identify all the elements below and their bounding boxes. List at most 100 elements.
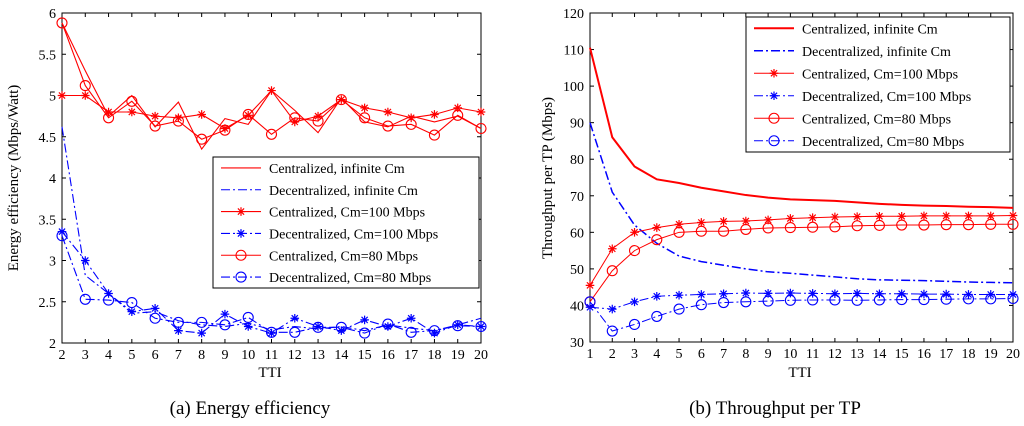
energy-efficiency-legend-label: Centralized, Cm=80 Mbps — [269, 249, 418, 264]
energy-efficiency-y-axis-label: Energy efficiency (Mbps/Watt) — [6, 85, 22, 272]
throughput-x-tick-label: 20 — [1006, 347, 1020, 362]
energy-efficiency-data-point — [359, 327, 371, 339]
throughput-data-point — [628, 245, 641, 257]
throughput-data-point — [697, 218, 706, 227]
energy-efficiency-data-point — [359, 112, 371, 124]
energy-efficiency-data-point — [126, 297, 138, 309]
throughput-y-tick-label: 70 — [570, 190, 584, 205]
energy-efficiency-data-point — [172, 316, 184, 328]
throughput-data-point — [673, 303, 685, 315]
throughput-data-point — [652, 223, 662, 232]
throughput-data-point — [697, 290, 706, 299]
throughput-data-point — [962, 219, 975, 231]
energy-efficiency-legend-box — [212, 156, 480, 289]
throughput-legend-marker — [768, 112, 780, 124]
throughput-data-point — [674, 290, 684, 300]
energy-efficiency-x-tick-label: 14 — [334, 348, 348, 363]
energy-efficiency-x-tick-label: 11 — [265, 348, 278, 363]
throughput-data-point — [896, 294, 908, 306]
energy-efficiency-y-tick-label: 5 — [49, 90, 56, 105]
energy-efficiency-series-line — [61, 235, 482, 334]
throughput-data-point — [873, 219, 885, 231]
throughput-data-point — [962, 293, 975, 305]
throughput-data-point — [830, 212, 840, 222]
energy-efficiency-data-point — [80, 91, 90, 100]
energy-efficiency-data-point — [405, 326, 417, 338]
throughput-y-tick-label: 50 — [570, 263, 584, 278]
throughput-series-decentralized-cm-100-mbps — [585, 288, 1018, 314]
throughput-series-decentralized-cm-80-mbps — [584, 292, 1019, 337]
energy-efficiency-data-point — [150, 111, 160, 121]
energy-efficiency-data-point — [289, 112, 301, 124]
throughput-data-point — [762, 295, 774, 307]
energy-efficiency-legend-label: Decentralized, Cm=80 Mbps — [269, 271, 431, 286]
throughput-data-point — [673, 226, 685, 238]
throughput-data-point — [718, 296, 730, 309]
throughput-data-point — [651, 310, 663, 322]
energy-efficiency-data-point — [220, 124, 230, 133]
energy-efficiency-data-point — [104, 107, 113, 117]
throughput-data-point — [741, 288, 751, 298]
energy-efficiency-x-tick-label: 15 — [358, 348, 372, 363]
energy-efficiency-data-point — [127, 307, 137, 316]
energy-efficiency-x-tick-label: 7 — [175, 348, 182, 363]
throughput-series-centralized-cm-80-mbps — [584, 218, 1019, 308]
throughput-data-point — [740, 223, 752, 235]
energy-efficiency-data-point — [290, 117, 300, 127]
throughput-data-point — [852, 289, 862, 298]
energy-efficiency-data-point — [265, 326, 278, 338]
energy-efficiency-data-point — [79, 293, 91, 305]
throughput-data-point — [630, 228, 639, 237]
throughput-y-tick-label: 30 — [570, 336, 584, 351]
energy-efficiency-data-point — [312, 321, 324, 333]
energy-efficiency-x-tick-label: 4 — [105, 348, 112, 363]
energy-efficiency-data-point — [57, 91, 67, 100]
energy-efficiency-legend-marker — [236, 207, 246, 216]
energy-efficiency-series-decentralized-cm-80-mbps — [56, 230, 487, 339]
throughput-data-point — [741, 216, 751, 226]
energy-efficiency-y-tick-label: 3 — [49, 255, 56, 270]
energy-efficiency-data-point — [149, 312, 161, 324]
throughput-data-point — [784, 222, 796, 234]
energy-efficiency-data-point — [290, 313, 300, 323]
energy-efficiency-data-point — [219, 124, 231, 136]
throughput-x-tick-label: 4 — [653, 347, 660, 362]
energy-efficiency-data-point — [452, 109, 464, 121]
throughput-data-point — [740, 296, 752, 308]
energy-efficiency-data-point — [56, 17, 68, 29]
throughput-data-point — [852, 212, 862, 221]
energy-efficiency-chart: 2 3 4 5 6 7 8 9 10 11 12 13 14 15 16 17 18 19 20 2 2.5 3 3.5 4 4… — [6, 7, 488, 419]
throughput-series-line — [589, 223, 1013, 303]
energy-efficiency-legend-marker — [235, 271, 247, 283]
energy-efficiency-series-centralized-cm-80-mbps — [56, 17, 487, 145]
throughput-series-decentralized-infinite-cm — [589, 122, 1014, 284]
throughput-data-point — [807, 294, 819, 306]
throughput-y-axis-label: Throughput per TP (Mbps) — [540, 97, 556, 259]
energy-efficiency-data-point — [313, 322, 323, 331]
energy-efficiency-x-tick-label: 18 — [427, 348, 441, 363]
throughput-y-tick-label: 90 — [570, 117, 584, 132]
energy-efficiency-data-point — [126, 95, 138, 107]
throughput-data-point — [719, 289, 728, 299]
throughput-data-point — [606, 265, 618, 277]
energy-efficiency-caption: (a) Energy efficiency — [170, 398, 331, 419]
throughput-data-point — [786, 214, 795, 223]
throughput-data-point — [584, 296, 596, 308]
throughput-data-point — [964, 290, 973, 299]
energy-efficiency-data-point — [475, 122, 487, 135]
throughput-legend-marker — [768, 135, 780, 147]
throughput-x-tick-label: 19 — [984, 347, 998, 362]
energy-efficiency-data-point — [103, 112, 115, 124]
energy-efficiency-data-point — [219, 319, 231, 331]
throughput-data-point — [719, 217, 728, 226]
throughput-x-tick-label: 11 — [806, 347, 819, 362]
energy-efficiency-x-tick-label: 16 — [381, 348, 395, 363]
energy-efficiency-series-centralized-infinite-cm — [61, 22, 482, 151]
energy-efficiency-data-point — [172, 115, 184, 127]
throughput-series-centralized-infinite-cm — [589, 47, 1014, 209]
throughput-x-tick-label: 13 — [850, 347, 864, 362]
energy-efficiency-data-point — [452, 320, 464, 332]
throughput-y-tick-label: 120 — [563, 7, 584, 22]
energy-efficiency-data-point — [149, 120, 161, 132]
energy-efficiency-data-point — [335, 321, 347, 333]
